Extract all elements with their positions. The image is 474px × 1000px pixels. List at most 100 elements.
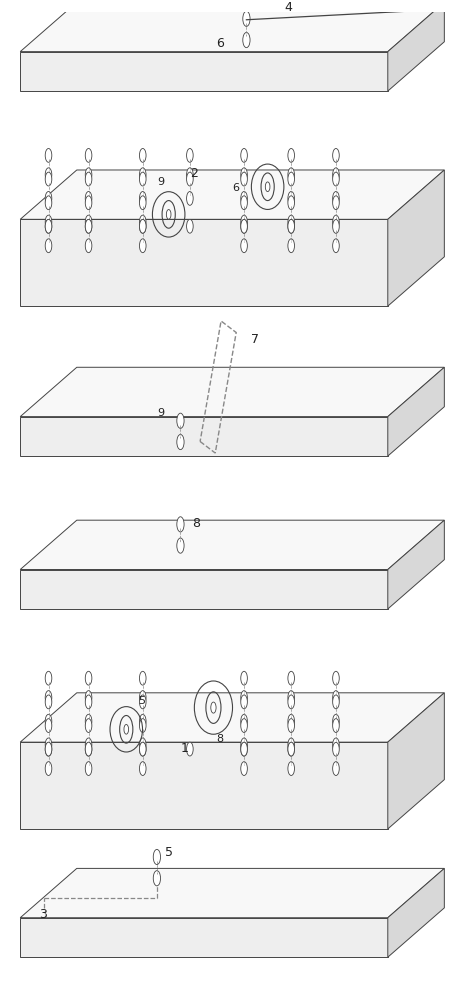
- Circle shape: [333, 695, 339, 709]
- Circle shape: [333, 738, 339, 752]
- Circle shape: [85, 742, 92, 756]
- Circle shape: [333, 191, 339, 205]
- Text: 4: 4: [284, 1, 292, 14]
- Circle shape: [333, 168, 339, 182]
- Circle shape: [139, 719, 146, 732]
- Circle shape: [333, 762, 339, 775]
- Circle shape: [139, 742, 146, 756]
- Circle shape: [45, 719, 52, 732]
- Circle shape: [187, 172, 193, 186]
- Circle shape: [85, 196, 92, 210]
- Circle shape: [124, 724, 128, 734]
- Circle shape: [241, 172, 247, 186]
- Circle shape: [187, 148, 193, 162]
- Circle shape: [139, 220, 146, 233]
- Circle shape: [45, 191, 52, 205]
- Circle shape: [241, 191, 247, 205]
- Polygon shape: [20, 2, 444, 52]
- Circle shape: [45, 219, 52, 233]
- Circle shape: [85, 219, 92, 233]
- Text: 3: 3: [39, 908, 47, 921]
- Circle shape: [187, 742, 193, 756]
- Circle shape: [288, 191, 294, 205]
- Polygon shape: [20, 868, 444, 918]
- Circle shape: [241, 695, 247, 709]
- Circle shape: [241, 239, 247, 253]
- Text: 2: 2: [190, 167, 198, 180]
- Circle shape: [241, 168, 247, 182]
- Polygon shape: [20, 219, 388, 306]
- Circle shape: [139, 714, 146, 728]
- Circle shape: [45, 742, 52, 756]
- Circle shape: [85, 220, 92, 233]
- Circle shape: [139, 219, 146, 233]
- Circle shape: [85, 714, 92, 728]
- Circle shape: [139, 148, 146, 162]
- Circle shape: [85, 742, 92, 756]
- Circle shape: [288, 196, 294, 210]
- Circle shape: [45, 671, 52, 685]
- Circle shape: [241, 742, 247, 756]
- Circle shape: [241, 671, 247, 685]
- Circle shape: [177, 517, 184, 532]
- Circle shape: [85, 215, 92, 229]
- Circle shape: [241, 762, 247, 775]
- Circle shape: [45, 196, 52, 210]
- Circle shape: [139, 671, 146, 685]
- Polygon shape: [388, 693, 444, 829]
- Circle shape: [85, 172, 92, 186]
- Polygon shape: [20, 520, 444, 570]
- Polygon shape: [20, 367, 444, 417]
- Circle shape: [288, 691, 294, 704]
- Circle shape: [85, 695, 92, 709]
- Circle shape: [333, 239, 339, 253]
- Polygon shape: [20, 693, 444, 742]
- Circle shape: [85, 671, 92, 685]
- Circle shape: [139, 172, 146, 186]
- Circle shape: [177, 538, 184, 553]
- Polygon shape: [388, 520, 444, 609]
- Polygon shape: [388, 2, 444, 91]
- Text: 1: 1: [181, 742, 188, 755]
- Circle shape: [241, 719, 247, 732]
- Circle shape: [243, 32, 250, 48]
- Circle shape: [288, 714, 294, 728]
- Polygon shape: [20, 742, 388, 829]
- Circle shape: [139, 691, 146, 704]
- Circle shape: [288, 215, 294, 229]
- Circle shape: [288, 219, 294, 233]
- Circle shape: [166, 210, 171, 219]
- Circle shape: [177, 434, 184, 450]
- Circle shape: [333, 719, 339, 732]
- Circle shape: [45, 215, 52, 229]
- Circle shape: [241, 220, 247, 233]
- Circle shape: [288, 742, 294, 756]
- Circle shape: [153, 849, 161, 865]
- Circle shape: [187, 168, 193, 182]
- Circle shape: [139, 191, 146, 205]
- Circle shape: [177, 413, 184, 428]
- Circle shape: [187, 219, 193, 233]
- Circle shape: [139, 742, 146, 756]
- Circle shape: [265, 182, 270, 192]
- Circle shape: [333, 220, 339, 233]
- Circle shape: [241, 714, 247, 728]
- Circle shape: [333, 215, 339, 229]
- Circle shape: [139, 762, 146, 775]
- Circle shape: [45, 220, 52, 233]
- Text: 6: 6: [216, 37, 224, 50]
- Circle shape: [45, 714, 52, 728]
- Circle shape: [139, 738, 146, 752]
- Circle shape: [241, 691, 247, 704]
- Circle shape: [45, 172, 52, 186]
- Text: 6: 6: [232, 183, 239, 193]
- Circle shape: [288, 239, 294, 253]
- Polygon shape: [20, 52, 388, 91]
- Text: 8: 8: [192, 517, 200, 530]
- Circle shape: [241, 196, 247, 210]
- Circle shape: [85, 738, 92, 752]
- Circle shape: [85, 239, 92, 253]
- Circle shape: [333, 196, 339, 210]
- Circle shape: [45, 738, 52, 752]
- Circle shape: [241, 219, 247, 233]
